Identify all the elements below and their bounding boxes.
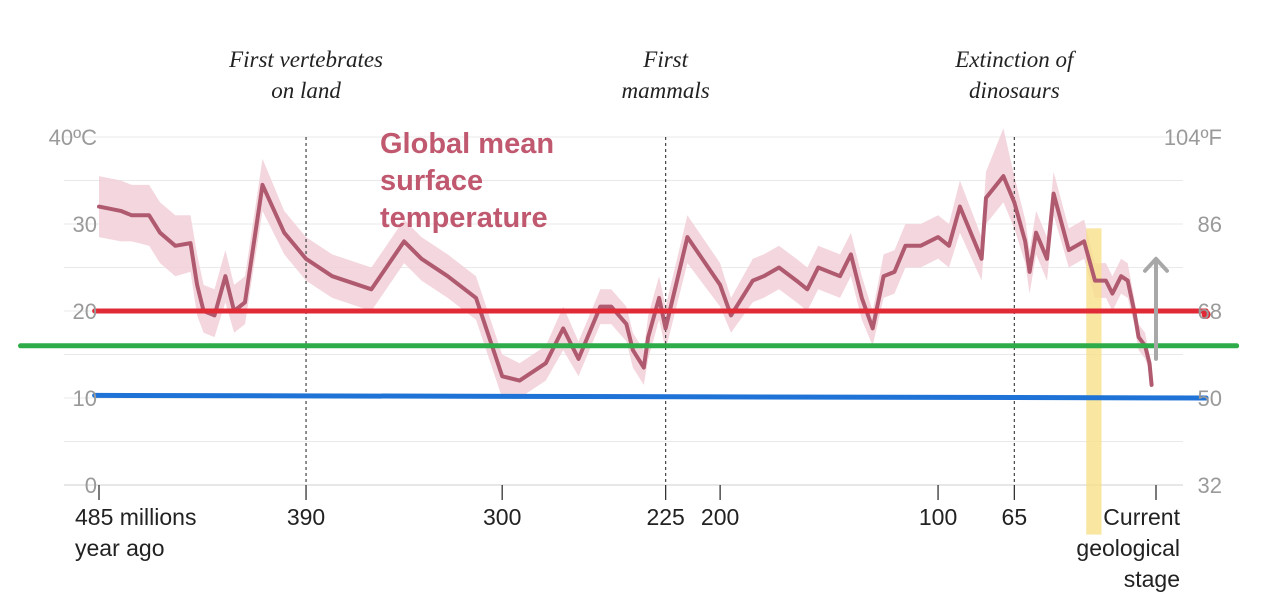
- uncertainty-band: [99, 128, 1152, 399]
- reference-line-layer: [18, 308, 1240, 401]
- temperature-line: [97, 174, 1154, 387]
- chart-title-line: surface: [380, 165, 483, 197]
- x-tick-label: 225: [646, 504, 684, 530]
- uncertainty-band-layer: [99, 128, 1152, 399]
- x-tick-label: Current: [1103, 504, 1180, 530]
- event-label: First: [642, 47, 688, 72]
- x-tick-label: 390: [287, 504, 325, 530]
- highlight-layer: [1086, 228, 1102, 535]
- event-label: dinosaurs: [969, 78, 1060, 103]
- reference-line: [92, 392, 1209, 401]
- event-label: First vertebrates: [228, 47, 383, 72]
- y-tick-label-right: 104ºF: [1164, 125, 1222, 150]
- x-tick-label: 100: [919, 504, 957, 530]
- arrow-layer: [1143, 256, 1169, 361]
- event-label: Extinction of: [954, 47, 1077, 72]
- current-marker: [1201, 309, 1211, 319]
- y-tick-label-right: 50: [1198, 386, 1222, 411]
- event-label: on land: [271, 78, 341, 103]
- y-tick-label-left: 30: [73, 212, 97, 237]
- arrow-head: [1143, 256, 1169, 273]
- title-layer: Global mean surface temperature: [380, 128, 554, 234]
- x-tick-label: year ago: [75, 535, 165, 561]
- y-tick-label-left: 40ºC: [49, 125, 98, 150]
- axis-layer: 0 10 20 30 40ºC 32 50 68 86 104ºF 485 millions year…: [49, 125, 1222, 592]
- event-label: mammals: [622, 78, 710, 103]
- temperature-line-layer: [97, 174, 1154, 387]
- highlight-band: [1086, 228, 1102, 535]
- chart-title-line: temperature: [380, 202, 548, 234]
- x-tick-label: geological: [1076, 535, 1180, 561]
- y-tick-label-right: 68: [1198, 299, 1222, 324]
- x-tick-label: stage: [1124, 566, 1180, 592]
- y-tick-label-right: 86: [1198, 212, 1222, 237]
- y-tick-label-left: 20: [73, 299, 97, 324]
- chart-title-line: Global mean: [380, 128, 554, 160]
- x-tick-label: 485 millions: [75, 504, 196, 530]
- x-tick-label: 65: [1002, 504, 1028, 530]
- y-tick-label-right: 32: [1198, 473, 1222, 498]
- x-tick-label: 300: [483, 504, 521, 530]
- x-tick-label: 200: [701, 504, 739, 530]
- y-tick-label-left: 0: [85, 473, 97, 498]
- y-tick-label-left: 10: [73, 386, 97, 411]
